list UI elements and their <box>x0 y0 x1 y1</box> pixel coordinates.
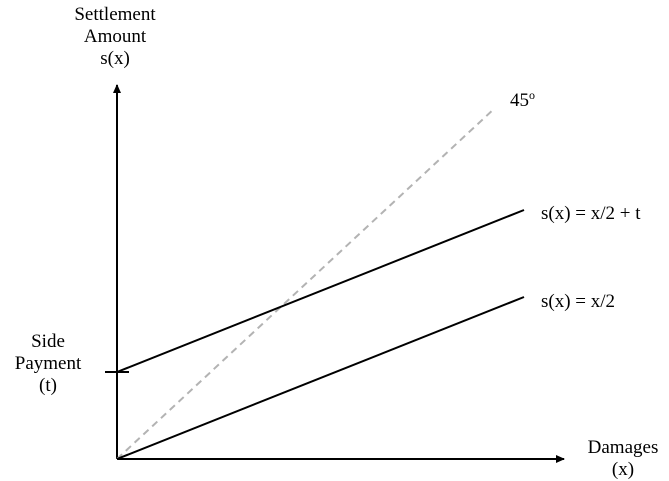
y-axis-title-line-3: s(x) <box>100 48 130 69</box>
series-line-upper <box>116 209 525 373</box>
reference-line-45-degree <box>116 107 496 460</box>
series-label-lower: s(x) = x/2 <box>541 291 616 312</box>
series-label-upper: s(x) = x/2 + t <box>541 203 641 224</box>
y-axis-title-line-1: Settlement <box>74 4 156 25</box>
y-axis-title: Settlement Amount s(x) <box>40 4 190 70</box>
x-axis-title-line-1: Damages <box>587 437 659 458</box>
y-axis-title-line-2: Amount <box>83 26 147 47</box>
reference-line-label: 45o <box>510 84 535 112</box>
side-payment-label-line-1: Side <box>31 331 65 352</box>
x-axis-title: Damages (x) <box>578 437 668 481</box>
reference-line-label-text: 45 <box>510 90 529 111</box>
degree-superscript: o <box>529 88 535 102</box>
series-line-lower <box>116 296 525 460</box>
side-payment-label: Side Payment (t) <box>0 331 96 397</box>
side-payment-label-line-3: (t) <box>39 375 57 396</box>
side-payment-label-line-2: Payment <box>14 353 82 374</box>
x-axis-title-line-2: (x) <box>611 459 635 480</box>
